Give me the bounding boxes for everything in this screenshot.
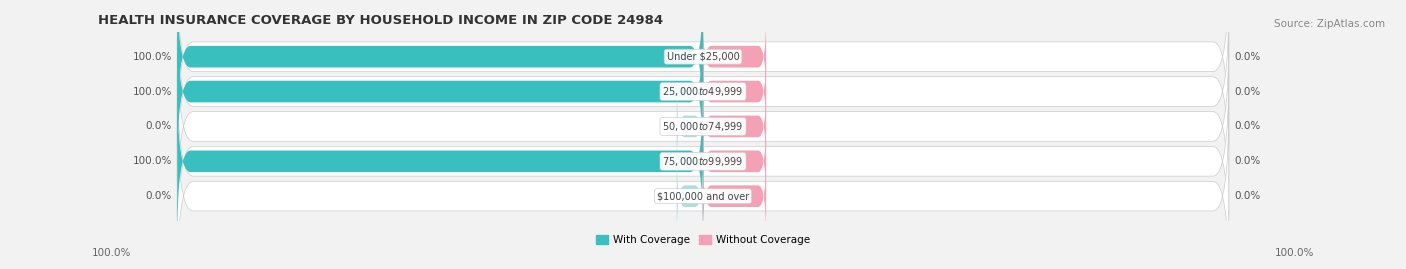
FancyBboxPatch shape	[177, 15, 703, 168]
Text: $25,000 to $49,999: $25,000 to $49,999	[662, 85, 744, 98]
Text: 0.0%: 0.0%	[146, 121, 172, 132]
FancyBboxPatch shape	[703, 155, 766, 238]
Text: $75,000 to $99,999: $75,000 to $99,999	[662, 155, 744, 168]
Text: 0.0%: 0.0%	[1234, 87, 1260, 97]
FancyBboxPatch shape	[177, 0, 703, 133]
Text: 0.0%: 0.0%	[1234, 52, 1260, 62]
FancyBboxPatch shape	[703, 120, 766, 203]
FancyBboxPatch shape	[703, 85, 766, 168]
Legend: With Coverage, Without Coverage: With Coverage, Without Coverage	[592, 231, 814, 249]
FancyBboxPatch shape	[177, 2, 1229, 181]
Text: 100.0%: 100.0%	[1275, 248, 1315, 258]
Text: 100.0%: 100.0%	[132, 156, 172, 166]
FancyBboxPatch shape	[703, 15, 766, 98]
FancyBboxPatch shape	[177, 85, 703, 238]
Text: 100.0%: 100.0%	[132, 52, 172, 62]
FancyBboxPatch shape	[177, 37, 1229, 216]
Text: $100,000 and over: $100,000 and over	[657, 191, 749, 201]
Text: $50,000 to $74,999: $50,000 to $74,999	[662, 120, 744, 133]
FancyBboxPatch shape	[676, 85, 703, 168]
Text: 0.0%: 0.0%	[1234, 191, 1260, 201]
FancyBboxPatch shape	[703, 50, 766, 133]
Text: Under $25,000: Under $25,000	[666, 52, 740, 62]
Text: 100.0%: 100.0%	[91, 248, 131, 258]
Text: Source: ZipAtlas.com: Source: ZipAtlas.com	[1274, 19, 1385, 29]
FancyBboxPatch shape	[676, 155, 703, 238]
FancyBboxPatch shape	[177, 72, 1229, 251]
Text: 0.0%: 0.0%	[1234, 156, 1260, 166]
Text: 0.0%: 0.0%	[146, 191, 172, 201]
FancyBboxPatch shape	[177, 106, 1229, 269]
Text: 0.0%: 0.0%	[1234, 121, 1260, 132]
Text: HEALTH INSURANCE COVERAGE BY HOUSEHOLD INCOME IN ZIP CODE 24984: HEALTH INSURANCE COVERAGE BY HOUSEHOLD I…	[98, 14, 664, 27]
FancyBboxPatch shape	[177, 0, 1229, 147]
Text: 100.0%: 100.0%	[132, 87, 172, 97]
